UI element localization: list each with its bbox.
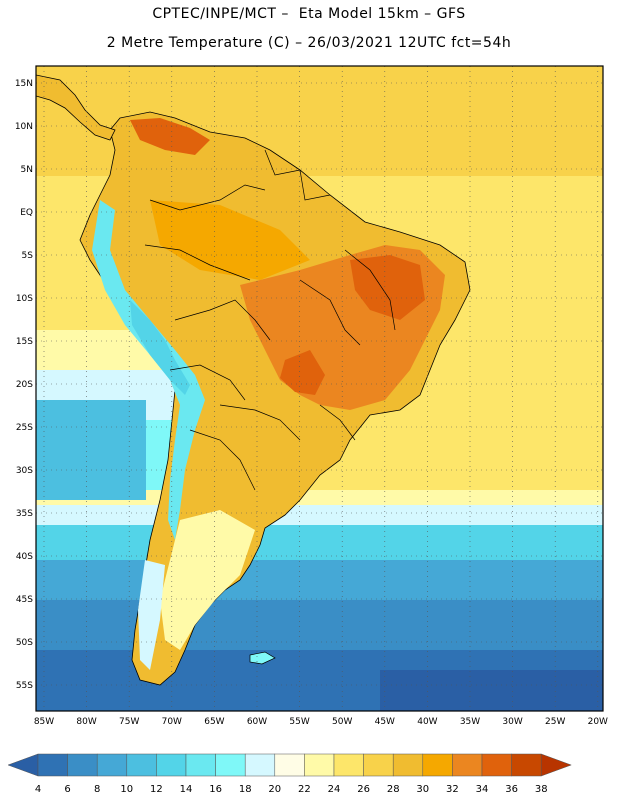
colorbar-label: 6 [64, 784, 70, 795]
colorbar-label: 30 [416, 784, 429, 795]
lat-label: 55S [16, 681, 33, 691]
lat-label: 15N [15, 79, 33, 89]
colorbar-swatch [511, 753, 542, 777]
colorbar-label: 38 [535, 784, 548, 795]
lat-label: 35S [16, 509, 33, 519]
colorbar-swatch [67, 753, 98, 777]
lat-label: 10N [15, 122, 33, 132]
colorbar-arrow-low [7, 753, 39, 777]
andes-coldest [130, 300, 190, 395]
country-borders [144, 149, 396, 491]
lat-label: 10S [16, 294, 33, 304]
lon-label: 75W [119, 717, 139, 727]
colorbar-label: 20 [268, 784, 281, 795]
ocean-band-4 [380, 670, 603, 711]
lat-label: 45S [16, 595, 33, 605]
lon-label: 65W [204, 717, 224, 727]
colorbar-swatch [126, 753, 157, 777]
colorbar-label: 24 [328, 784, 341, 795]
longitude-labels: 85W 80W 75W 70W 65W 60W 55W 50W 45W 40W 35W 30W 25W 2… [34, 717, 608, 727]
colorbar-swatch [156, 753, 187, 777]
colorbar-swatch [244, 753, 276, 777]
map-frame [35, 65, 604, 712]
colorbar: 4 6 8 10 12 14 16 18 20 22 24 26 28 30 32 34 36 38 [7, 753, 572, 795]
colorbar-swatch [481, 753, 512, 777]
colorbar-swatch [304, 753, 335, 777]
lon-label: 60W [247, 717, 267, 727]
colorbar-swatch [333, 753, 364, 777]
colorbar-label: 14 [180, 784, 193, 795]
ocean-band-10 [36, 560, 603, 605]
central-america-land [36, 74, 116, 141]
lon-label: 50W [332, 717, 352, 727]
colorbar-label: 8 [94, 784, 100, 795]
amazon-warm [150, 200, 310, 280]
colorbar-label: 12 [150, 784, 163, 795]
colorbar-label: 22 [298, 784, 311, 795]
ocean-band-14 [36, 525, 603, 565]
lon-label: 55W [289, 717, 309, 727]
colorbar-label: 16 [209, 784, 222, 795]
lat-label: 30S [16, 466, 33, 476]
andes-cold [92, 200, 205, 540]
colombia-hot [130, 118, 210, 155]
patagonia-coldest [138, 560, 165, 670]
colorbar-label: 4 [35, 784, 41, 795]
colorbar-swatch [422, 753, 453, 777]
colorbar-swatch [185, 753, 216, 777]
colorbar-label: 18 [239, 784, 252, 795]
brazil-northeast-hot [350, 255, 425, 320]
colorbar-label: 10 [120, 784, 133, 795]
colorbar-swatch [215, 753, 246, 777]
lat-label: 5N [21, 165, 33, 175]
lon-label: 85W [34, 717, 54, 727]
patagonia-cool [160, 510, 255, 650]
lat-label: 40S [16, 552, 33, 562]
lon-label: 30W [502, 717, 522, 727]
lon-label: 70W [162, 717, 182, 727]
lon-label: 35W [460, 717, 480, 727]
colorbar-swatch [363, 753, 394, 777]
colorbar-label: 32 [446, 784, 459, 795]
title-line-2: 2 Metre Temperature (C) – 26/03/2021 12U… [106, 35, 512, 51]
temperature-field [36, 66, 603, 711]
colorbar-swatch [392, 753, 424, 777]
latitude-labels: 15N 10N 5N EQ 5S 10S 15S 20S 25S 30S 35S 40S 45S 50S 5… [15, 79, 33, 691]
title-line-1: CPTEC/INPE/MCT – Eta Model 15km – GFS [152, 6, 466, 22]
lat-label: EQ [20, 208, 33, 218]
lat-label: 20S [16, 380, 33, 390]
lat-label: 25S [16, 423, 33, 433]
lat-label: 15S [16, 337, 33, 347]
lon-label: 20W [588, 717, 608, 727]
colorbar-swatch [96, 753, 128, 777]
colorbar-swatch [37, 753, 68, 777]
lat-label: 50S [16, 638, 33, 648]
colorbar-arrow-high [540, 753, 572, 777]
lon-label: 25W [545, 717, 565, 727]
pacific-cool-patch [36, 400, 146, 500]
lon-label: 80W [76, 717, 96, 727]
colorbar-swatch [274, 753, 305, 777]
lon-label: 45W [375, 717, 395, 727]
colorbar-label: 34 [476, 784, 489, 795]
colorbar-label: 36 [505, 784, 518, 795]
lat-label: 5S [22, 251, 34, 261]
colorbar-swatch [452, 753, 483, 777]
colorbar-label: 26 [357, 784, 370, 795]
lon-label: 40W [417, 717, 437, 727]
falkland-islands [249, 651, 276, 665]
colorbar-label: 28 [387, 784, 400, 795]
